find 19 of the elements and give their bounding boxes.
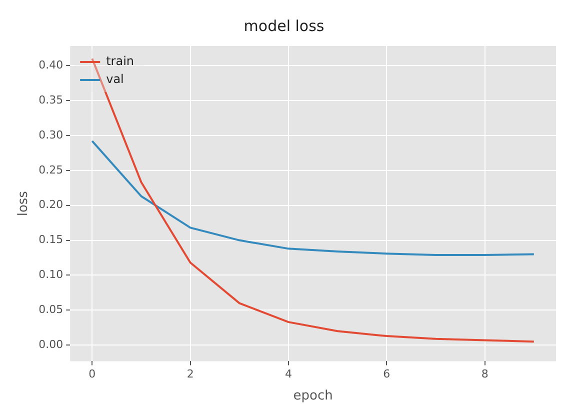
x-tick-label: 6 <box>383 368 390 381</box>
x-tick-label: 8 <box>481 368 488 381</box>
legend-label: train <box>106 54 134 68</box>
legend-label: val <box>106 72 124 86</box>
y-tick-label: 0.30 <box>38 128 64 142</box>
y-tick-label: 0.40 <box>38 58 64 72</box>
x-axis-title: epoch <box>293 388 333 404</box>
y-tick-label: 0.00 <box>38 338 64 351</box>
y-tick-label: 0.10 <box>38 268 64 282</box>
y-tick-label: 0.15 <box>38 233 64 246</box>
y-tick-label: 0.20 <box>38 198 64 212</box>
x-tick-label: 4 <box>285 368 292 381</box>
chart-title: model loss <box>244 16 324 35</box>
y-tick-label: 0.35 <box>38 93 64 106</box>
x-tick-label: 2 <box>186 368 194 381</box>
y-axis-title: loss <box>16 190 32 216</box>
x-tick-label: 0 <box>88 368 96 381</box>
y-tick-label: 0.05 <box>38 303 64 316</box>
y-tick-label: 0.25 <box>38 163 64 176</box>
